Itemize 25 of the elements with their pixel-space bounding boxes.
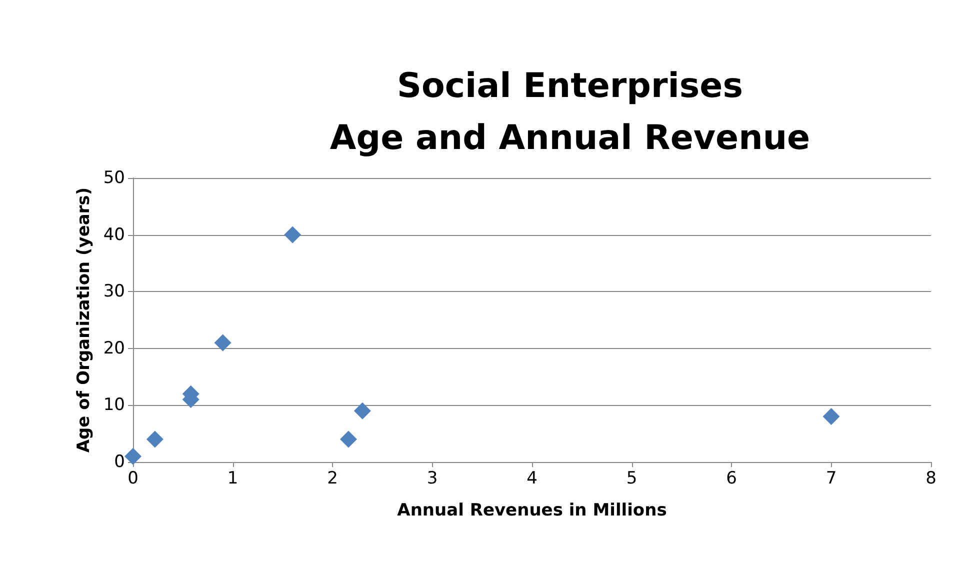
y-tick-label: 30 xyxy=(103,282,125,302)
y-tick-label: 40 xyxy=(103,224,125,245)
x-tick-label: 4 xyxy=(526,468,538,488)
x-tick-label: 7 xyxy=(826,468,837,488)
chart-title: Social Enterprises Age and Annual Revenue xyxy=(330,66,810,158)
y-tick-label: 10 xyxy=(103,395,125,416)
point xyxy=(284,226,302,244)
point xyxy=(354,402,371,420)
x-tick-label: 0 xyxy=(128,468,138,488)
y-tick-label: 0 xyxy=(114,452,125,472)
point xyxy=(340,430,357,448)
y-tick-label: 20 xyxy=(103,338,125,358)
y-tick-label: 50 xyxy=(103,168,125,188)
y-axis-title: Age of Organization (years) xyxy=(74,187,94,453)
x-tick-label: 8 xyxy=(926,468,936,488)
x-tick-label: 5 xyxy=(626,468,638,488)
x-axis-title: Annual Revenues in Millions xyxy=(397,500,667,520)
x-tick-label: 6 xyxy=(726,468,737,488)
point xyxy=(124,448,142,465)
x-tick-label: 2 xyxy=(327,468,338,488)
point xyxy=(146,430,164,448)
point xyxy=(822,408,840,426)
point xyxy=(214,334,232,352)
x-tick-label: 1 xyxy=(227,468,238,488)
x-tick-label: 3 xyxy=(426,468,438,488)
